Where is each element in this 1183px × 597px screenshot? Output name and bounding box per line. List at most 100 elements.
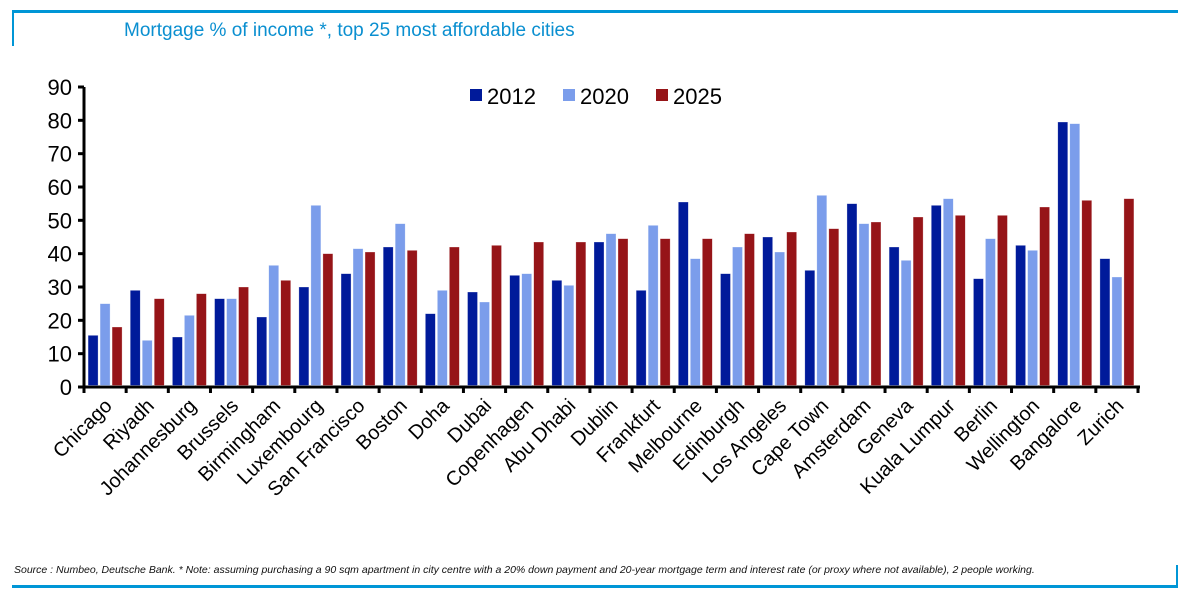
bar-2020 bbox=[352, 248, 364, 386]
bar-2012 bbox=[87, 335, 99, 386]
legend-label: 2020 bbox=[580, 84, 629, 109]
bar-2020 bbox=[1069, 123, 1081, 386]
bar-group-johannesburg bbox=[172, 293, 207, 386]
y-tick-label: 30 bbox=[48, 275, 72, 300]
bar-2025 bbox=[533, 241, 544, 386]
bar-2025 bbox=[364, 251, 376, 386]
bar-group-melbourne bbox=[678, 201, 713, 386]
bar-2012 bbox=[256, 316, 268, 386]
bar-group-copenhagen bbox=[509, 241, 544, 386]
y-tick-label: 80 bbox=[48, 108, 72, 133]
legend-label: 2025 bbox=[673, 84, 722, 109]
y-tick-label: 70 bbox=[48, 142, 72, 167]
bar-2025 bbox=[617, 238, 629, 386]
chart-title: Mortgage % of income *, top 25 most affo… bbox=[124, 20, 575, 41]
bar-2020 bbox=[985, 238, 996, 386]
bar-2012 bbox=[678, 201, 689, 386]
bar-2025 bbox=[1039, 206, 1050, 386]
y-axis: 0 10 20 30 40 50 60 70 80 90 bbox=[48, 75, 86, 400]
bar-2020 bbox=[479, 301, 490, 386]
y-tick-label: 50 bbox=[48, 208, 72, 233]
bar-chart: 0 10 20 30 40 50 60 70 80 90 ChicagoRiyadhJohanne… bbox=[48, 75, 1140, 501]
bar-group-los-angeles bbox=[762, 231, 797, 386]
bar-2025 bbox=[997, 215, 1008, 386]
bar-group-geneva bbox=[888, 216, 924, 386]
bar-group-zurich bbox=[1099, 198, 1135, 386]
bar-2020 bbox=[184, 315, 195, 386]
bar-group-kuala-lumpur bbox=[930, 198, 966, 386]
bar-2025 bbox=[870, 221, 882, 386]
bar-2020 bbox=[141, 340, 153, 386]
bar-group-abu-dhabi bbox=[551, 241, 587, 386]
bar-group-boston bbox=[382, 223, 418, 386]
bar-2025 bbox=[280, 280, 292, 386]
bar-2020 bbox=[900, 260, 912, 386]
bar-2012 bbox=[214, 298, 225, 386]
bar-group-dubai bbox=[467, 245, 502, 386]
bar-2025 bbox=[196, 293, 207, 386]
bar-2025 bbox=[912, 216, 924, 386]
bar-2025 bbox=[111, 326, 123, 386]
bar-2025 bbox=[828, 228, 840, 386]
bar-2012 bbox=[425, 313, 436, 386]
bar-2025 bbox=[744, 233, 755, 386]
bar-2012 bbox=[635, 290, 647, 386]
bar-2012 bbox=[509, 275, 520, 386]
bar-2020 bbox=[690, 258, 701, 386]
bar-2012 bbox=[973, 278, 984, 386]
bar-2012 bbox=[172, 336, 183, 386]
legend-swatch-2020 bbox=[563, 89, 575, 101]
bar-2020 bbox=[268, 265, 280, 386]
bar-2012 bbox=[846, 203, 858, 386]
bar-2020 bbox=[942, 198, 954, 386]
bar-2012 bbox=[298, 286, 310, 386]
x-category-label: Chicago bbox=[49, 395, 116, 462]
bar-2020 bbox=[437, 290, 448, 386]
bar-group-birmingham bbox=[256, 265, 292, 386]
bar-2020 bbox=[521, 273, 532, 386]
bar-2025 bbox=[954, 215, 966, 386]
bar-2020 bbox=[858, 223, 870, 386]
y-tick-label: 0 bbox=[60, 375, 72, 400]
y-tick-label: 20 bbox=[48, 308, 72, 333]
bar-2012 bbox=[382, 246, 394, 386]
bar-2025 bbox=[238, 286, 249, 386]
bottom-border-rule bbox=[12, 585, 1178, 588]
bar-2012 bbox=[593, 241, 605, 386]
bar-2025 bbox=[322, 253, 334, 386]
legend-swatch-2025 bbox=[656, 89, 668, 101]
bar-2020 bbox=[647, 225, 659, 386]
bar-group-riyadh bbox=[129, 290, 165, 386]
bar-group-edinburgh bbox=[720, 233, 755, 386]
bar-2012 bbox=[804, 270, 816, 386]
top-border-rule bbox=[12, 10, 1178, 13]
legend: 2012 2020 2025 bbox=[470, 84, 722, 109]
bar-2020 bbox=[563, 285, 575, 386]
bar-2020 bbox=[310, 205, 322, 386]
bar-2025 bbox=[491, 245, 502, 386]
bar-2025 bbox=[786, 231, 797, 386]
bar-2020 bbox=[605, 233, 617, 386]
bar-2025 bbox=[1081, 200, 1093, 386]
x-axis bbox=[78, 385, 1140, 393]
y-tick-label: 10 bbox=[48, 342, 72, 367]
bar-group-wellington bbox=[1015, 206, 1050, 386]
bar-2025 bbox=[153, 298, 165, 386]
bar-2025 bbox=[1123, 198, 1135, 386]
legend-swatch-2012 bbox=[470, 89, 482, 101]
source-note: Source : Numbeo, Deutsche Bank. * Note: … bbox=[14, 564, 1035, 576]
y-tick-label: 40 bbox=[48, 242, 72, 267]
bar-2012 bbox=[762, 236, 773, 386]
bar-2020 bbox=[816, 195, 828, 386]
left-border-tick bbox=[12, 10, 14, 46]
y-tick-label: 90 bbox=[48, 75, 72, 100]
bar-2020 bbox=[226, 298, 237, 386]
bar-2012 bbox=[1099, 258, 1111, 386]
x-category-label: Zurich bbox=[1074, 395, 1129, 450]
bar-2012 bbox=[467, 291, 478, 386]
bar-group-doha bbox=[425, 246, 460, 386]
bar-group-frankfurt bbox=[635, 225, 671, 386]
bar-2020 bbox=[1027, 250, 1038, 386]
bar-2012 bbox=[551, 280, 563, 386]
bar-group-brussels bbox=[214, 286, 249, 386]
